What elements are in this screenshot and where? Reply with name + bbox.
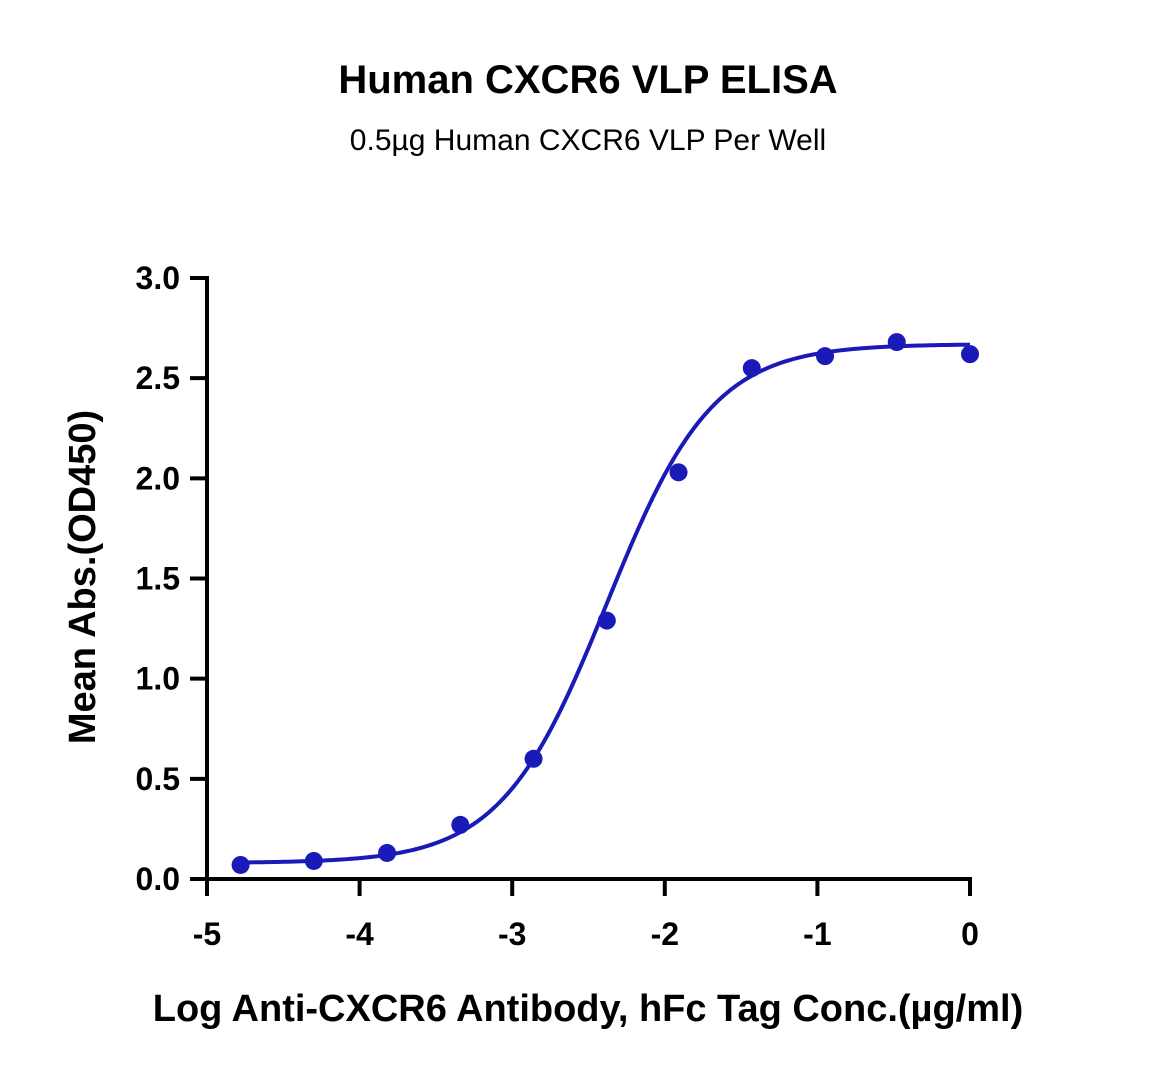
y-tick-label: 1.0 — [136, 661, 180, 697]
data-point — [816, 347, 835, 366]
y-axis-label: Mean Abs.(OD450) — [62, 410, 104, 744]
x-tick-label: -3 — [498, 916, 526, 952]
x-tick-label: 0 — [961, 916, 979, 952]
data-point — [961, 345, 979, 364]
data-point — [887, 333, 906, 352]
data-point — [304, 851, 323, 870]
x-tick-label: -4 — [345, 916, 374, 952]
data-point — [669, 463, 688, 482]
data-point — [597, 611, 616, 630]
x-tick-label: -5 — [193, 916, 221, 952]
x-axis-ticks: -5 -4 -3 -2 -1 0 — [193, 879, 979, 952]
x-axis-label: Log Anti-CXCR6 Antibody, hFc Tag Conc.(µ… — [153, 988, 1023, 1030]
data-point — [451, 815, 470, 834]
x-tick-label: -1 — [803, 916, 831, 952]
data-point — [378, 843, 397, 862]
chart-subtitle: 0.5µg Human CXCR6 VLP Per Well — [350, 124, 826, 157]
y-axis-ticks: 0.0 0.5 1.0 1.5 2.0 2.5 3.0 — [136, 260, 207, 897]
x-tick-label: -2 — [651, 916, 679, 952]
chart-title: Human CXCR6 VLP ELISA — [338, 58, 837, 102]
data-point — [524, 749, 543, 768]
data-point — [742, 359, 761, 378]
y-tick-label: 0.5 — [136, 761, 180, 797]
y-tick-label: 2.5 — [136, 360, 180, 396]
y-tick-label: 3.0 — [136, 260, 180, 296]
fit-curve-line — [240, 342, 971, 865]
y-tick-label: 1.5 — [136, 561, 180, 597]
data-points — [231, 333, 979, 874]
data-point — [231, 855, 250, 874]
y-tick-label: 0.0 — [136, 861, 180, 897]
y-tick-label: 2.0 — [136, 460, 180, 496]
